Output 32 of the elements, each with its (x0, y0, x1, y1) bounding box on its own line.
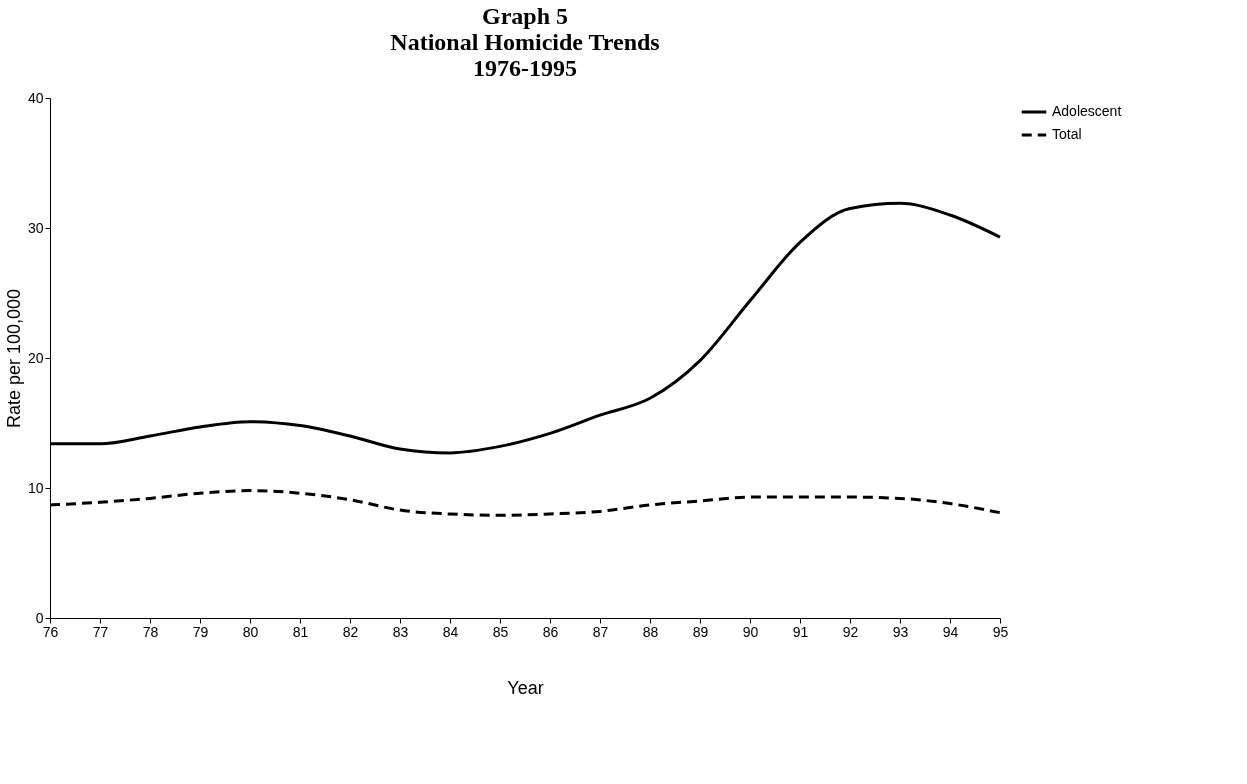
x-tick-label: 78 (142, 623, 159, 640)
x-tick-label: 87 (592, 623, 609, 640)
x-tick-label: 82 (342, 623, 359, 640)
x-axis-title: Year (507, 677, 544, 698)
x-tick-label: 79 (192, 623, 209, 640)
x-tick-label: 80 (242, 623, 259, 640)
x-tick-label: 93 (892, 623, 909, 640)
y-tick-label: 10 (27, 479, 44, 496)
y-tick-label: 20 (27, 349, 44, 366)
y-axis-title: Rate per 100,000 (3, 288, 24, 429)
x-tick-label: 83 (392, 623, 409, 640)
y-tick-label: 0 (35, 609, 44, 626)
x-tick-label: 77 (92, 623, 109, 640)
x-tick-label: 84 (442, 623, 459, 640)
y-tick-label: 40 (27, 89, 44, 106)
x-tick-label: 88 (642, 623, 659, 640)
x-tick-label: 90 (742, 623, 759, 640)
text: National Homicide Trends (390, 29, 660, 55)
y-tick-label: 30 (27, 219, 44, 236)
x-tick-label: 89 (692, 623, 709, 640)
x-tick-label: 85 (492, 623, 509, 640)
x-tick-label: 94 (942, 623, 959, 640)
text: Graph 5 (481, 3, 569, 29)
text: 1976-1995 (473, 55, 577, 81)
x-tick-label: 91 (792, 623, 809, 640)
x-tick-label: 81 (292, 623, 309, 640)
x-tick-label: 95 (992, 623, 1009, 640)
x-tick-label: 76 (42, 623, 59, 640)
x-tick-label: 86 (542, 623, 559, 640)
legend-label: Total (1052, 126, 1082, 142)
legend-label: Adolescent (1052, 103, 1122, 119)
x-tick-label: 92 (842, 623, 859, 640)
